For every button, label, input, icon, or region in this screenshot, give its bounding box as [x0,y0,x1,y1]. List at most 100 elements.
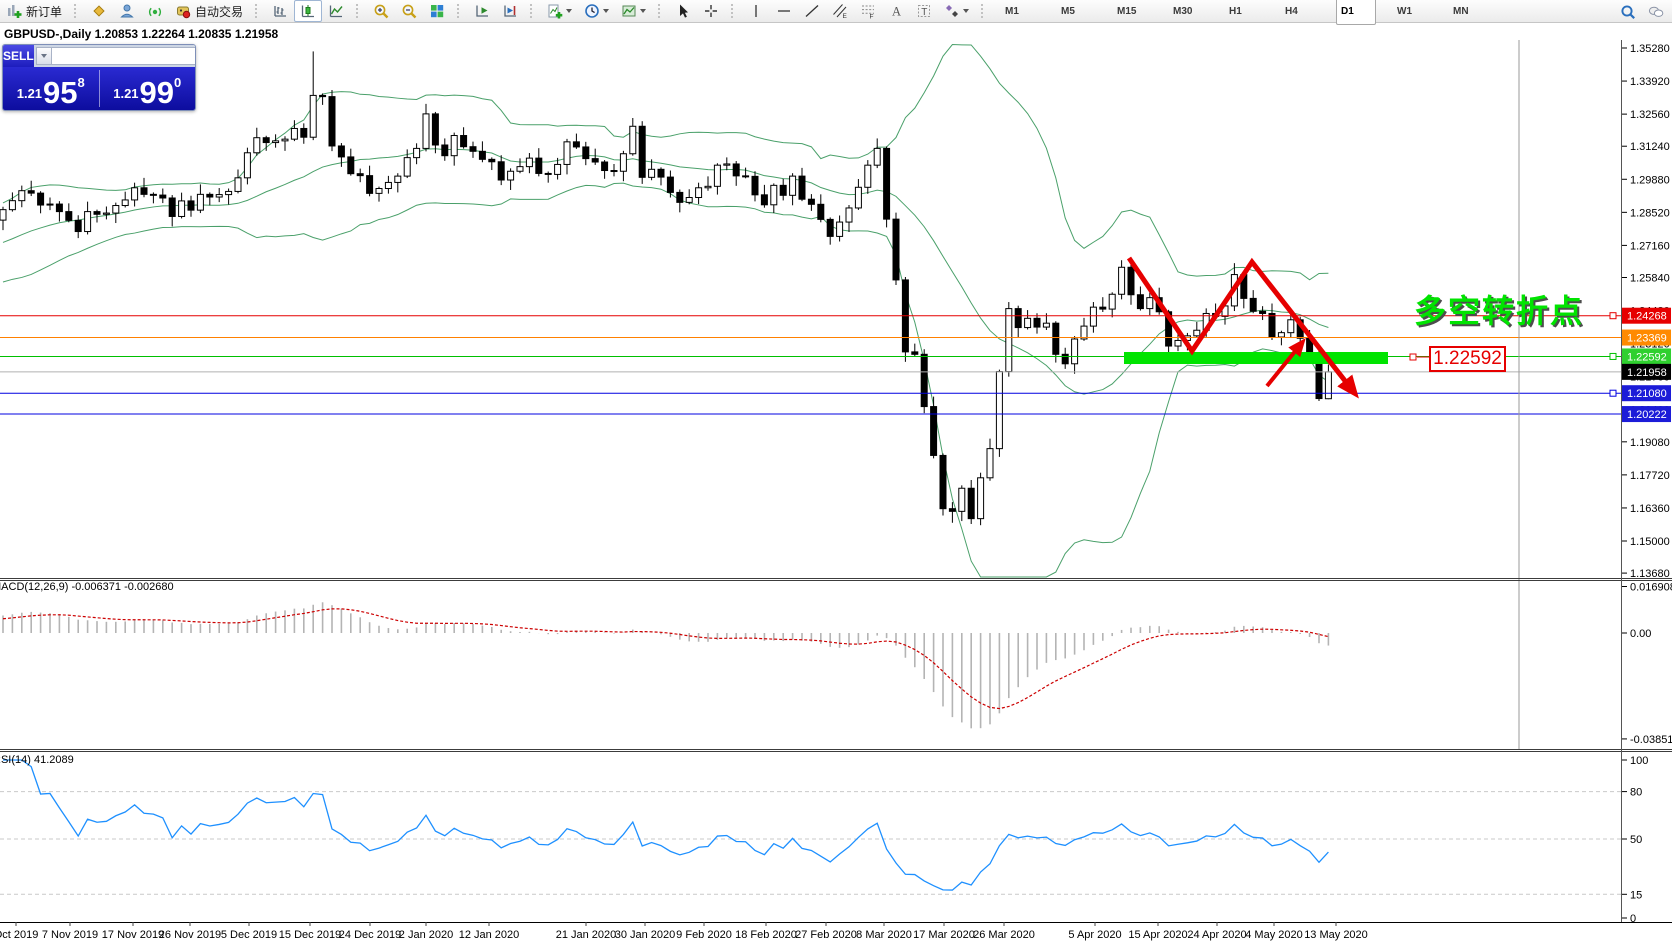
svg-text:E: E [843,13,848,19]
sell-price-small: 1.21 [16,86,43,101]
dropdown-caret-icon [603,9,610,13]
main-toolbar: 新订单 自动交易 E F A T M1 M5 M15 M30 H1 H4 D1 W1 MN [0,0,1672,25]
svg-text:9 Feb 2020: 9 Feb 2020 [676,929,732,941]
vertical-line-button[interactable] [742,0,770,22]
toolbar-separator [356,4,363,18]
tf-m15[interactable]: M15 [1117,5,1137,17]
candle-chart-button[interactable] [294,0,323,22]
cursor-button[interactable] [669,0,697,22]
svg-text:12 Jan 2020: 12 Jan 2020 [459,929,520,941]
buy-price-big: 99 [139,74,175,110]
svg-text:1.16360: 1.16360 [1630,503,1670,515]
label-button[interactable]: T [910,0,938,22]
tf-h1[interactable]: H1 [1229,5,1242,17]
svg-text:26 Nov 2019: 26 Nov 2019 [159,929,221,941]
support-price-annotation[interactable]: 1.22592 [1429,346,1506,372]
tf-m5[interactable]: M5 [1061,5,1075,17]
svg-text:1.22592: 1.22592 [1627,351,1667,363]
periods-button[interactable] [578,0,615,22]
line-chart-icon [329,5,343,18]
tf-h4[interactable]: H4 [1285,5,1298,17]
tile-windows-button[interactable] [423,0,451,22]
zoom-out-button[interactable] [395,0,423,22]
new-chart-icon [548,4,563,19]
tf-d1[interactable]: D1 [1336,0,1377,25]
text-a-icon: A [892,5,901,19]
svg-text:2 Jan 2020: 2 Jan 2020 [399,929,453,941]
crosshair-icon [705,5,718,17]
new-order-button[interactable]: 新订单 [0,0,68,22]
community-button[interactable] [113,0,141,22]
signals-button[interactable] [141,0,169,22]
candles [0,51,1332,526]
cursor-icon [680,4,689,18]
hline-icon [778,10,791,12]
trendline-button[interactable] [798,0,826,22]
autotrading-button[interactable]: 自动交易 [169,0,249,22]
sell-button[interactable]: SELL [3,45,34,67]
svg-text:1.35280: 1.35280 [1630,43,1670,55]
sell-price[interactable]: 1.21 95 8 [3,67,99,110]
chart-title: GBPUSD-,Daily 1.20853 1.22264 1.20835 1.… [4,27,279,41]
search-icon [1621,5,1635,19]
buy-price[interactable]: 1.21 99 0 [100,67,196,110]
search-button[interactable] [1614,1,1642,23]
svg-text:100: 100 [1630,755,1648,767]
toolbar-separator [731,4,738,18]
bar-chart-button[interactable] [266,0,294,22]
line-chart-button[interactable] [322,0,350,22]
turning-point-annotation[interactable]: 多空转折点 [1414,293,1585,329]
svg-text:-0.038515: -0.038515 [1630,734,1672,746]
svg-text:21 Jan 2020: 21 Jan 2020 [556,929,617,941]
horizontal-line-button[interactable] [770,0,798,22]
svg-text:1.19080: 1.19080 [1630,437,1670,449]
fibo-icon: F [862,5,875,19]
support-zone-bar[interactable] [1124,352,1388,364]
svg-text:7 Nov 2019: 7 Nov 2019 [42,929,98,941]
svg-text:1.21080: 1.21080 [1627,388,1667,400]
tf-mn[interactable]: MN [1453,5,1469,17]
market-button[interactable] [85,0,113,22]
toolbar-separator [658,4,665,18]
rsi-indicator-label: RSI(14) 41.2089 [0,754,74,766]
vline-icon [755,5,757,17]
tf-m1[interactable]: M1 [1005,5,1019,17]
bollinger-bands [2,44,1329,578]
channel-button[interactable]: E [826,0,854,22]
svg-text:0.00: 0.00 [1630,628,1651,640]
volume-decrease-button[interactable] [35,47,52,65]
toolbar-separator [530,4,537,18]
dropdown-caret-icon [566,9,573,13]
bollinger-middle [2,148,1329,395]
toolbar-separator [255,4,262,18]
sell-price-big: 95 [43,74,78,110]
templates-button[interactable] [615,0,652,22]
zoom-in-button[interactable] [367,0,395,22]
price-axis: 1.35280 1.33920 1.32560 1.31240 1.29880 1.285… [1621,43,1672,925]
price-divider [98,70,100,107]
auto-scroll-icon [476,5,489,17]
volume-input[interactable] [51,47,195,65]
arrows-button[interactable] [938,0,975,22]
buy-price-small: 1.21 [113,86,139,101]
chart-window: 1.35280 1.33920 1.32560 1.31240 1.29880 1.285… [0,22,1672,944]
tf-w1[interactable]: W1 [1397,5,1413,17]
crosshair-button[interactable] [697,0,725,22]
trendline-icon [805,5,819,17]
text-button[interactable]: A [882,0,910,22]
one-click-trade-panel: SELL BUY 1.21 95 8 1.21 99 0 [2,44,196,111]
chart-shift-button[interactable] [496,0,524,22]
auto-scroll-button[interactable] [468,0,496,22]
tf-m30[interactable]: M30 [1173,5,1193,17]
zigzag-trend-annotation[interactable] [1126,256,1359,399]
price-chart: 1.35280 1.33920 1.32560 1.31240 1.29880 1.285… [0,22,1672,944]
svg-text:1.28520: 1.28520 [1630,207,1670,219]
bounce-arrow-annotation[interactable] [1265,338,1306,388]
chat-button[interactable] [1642,1,1670,23]
svg-text:1.33920: 1.33920 [1630,76,1670,88]
new-chart-button[interactable] [541,0,578,22]
gold-diamond-icon [93,5,105,17]
bar-chart-icon [274,6,287,17]
fibonacci-button[interactable]: F [854,0,882,22]
